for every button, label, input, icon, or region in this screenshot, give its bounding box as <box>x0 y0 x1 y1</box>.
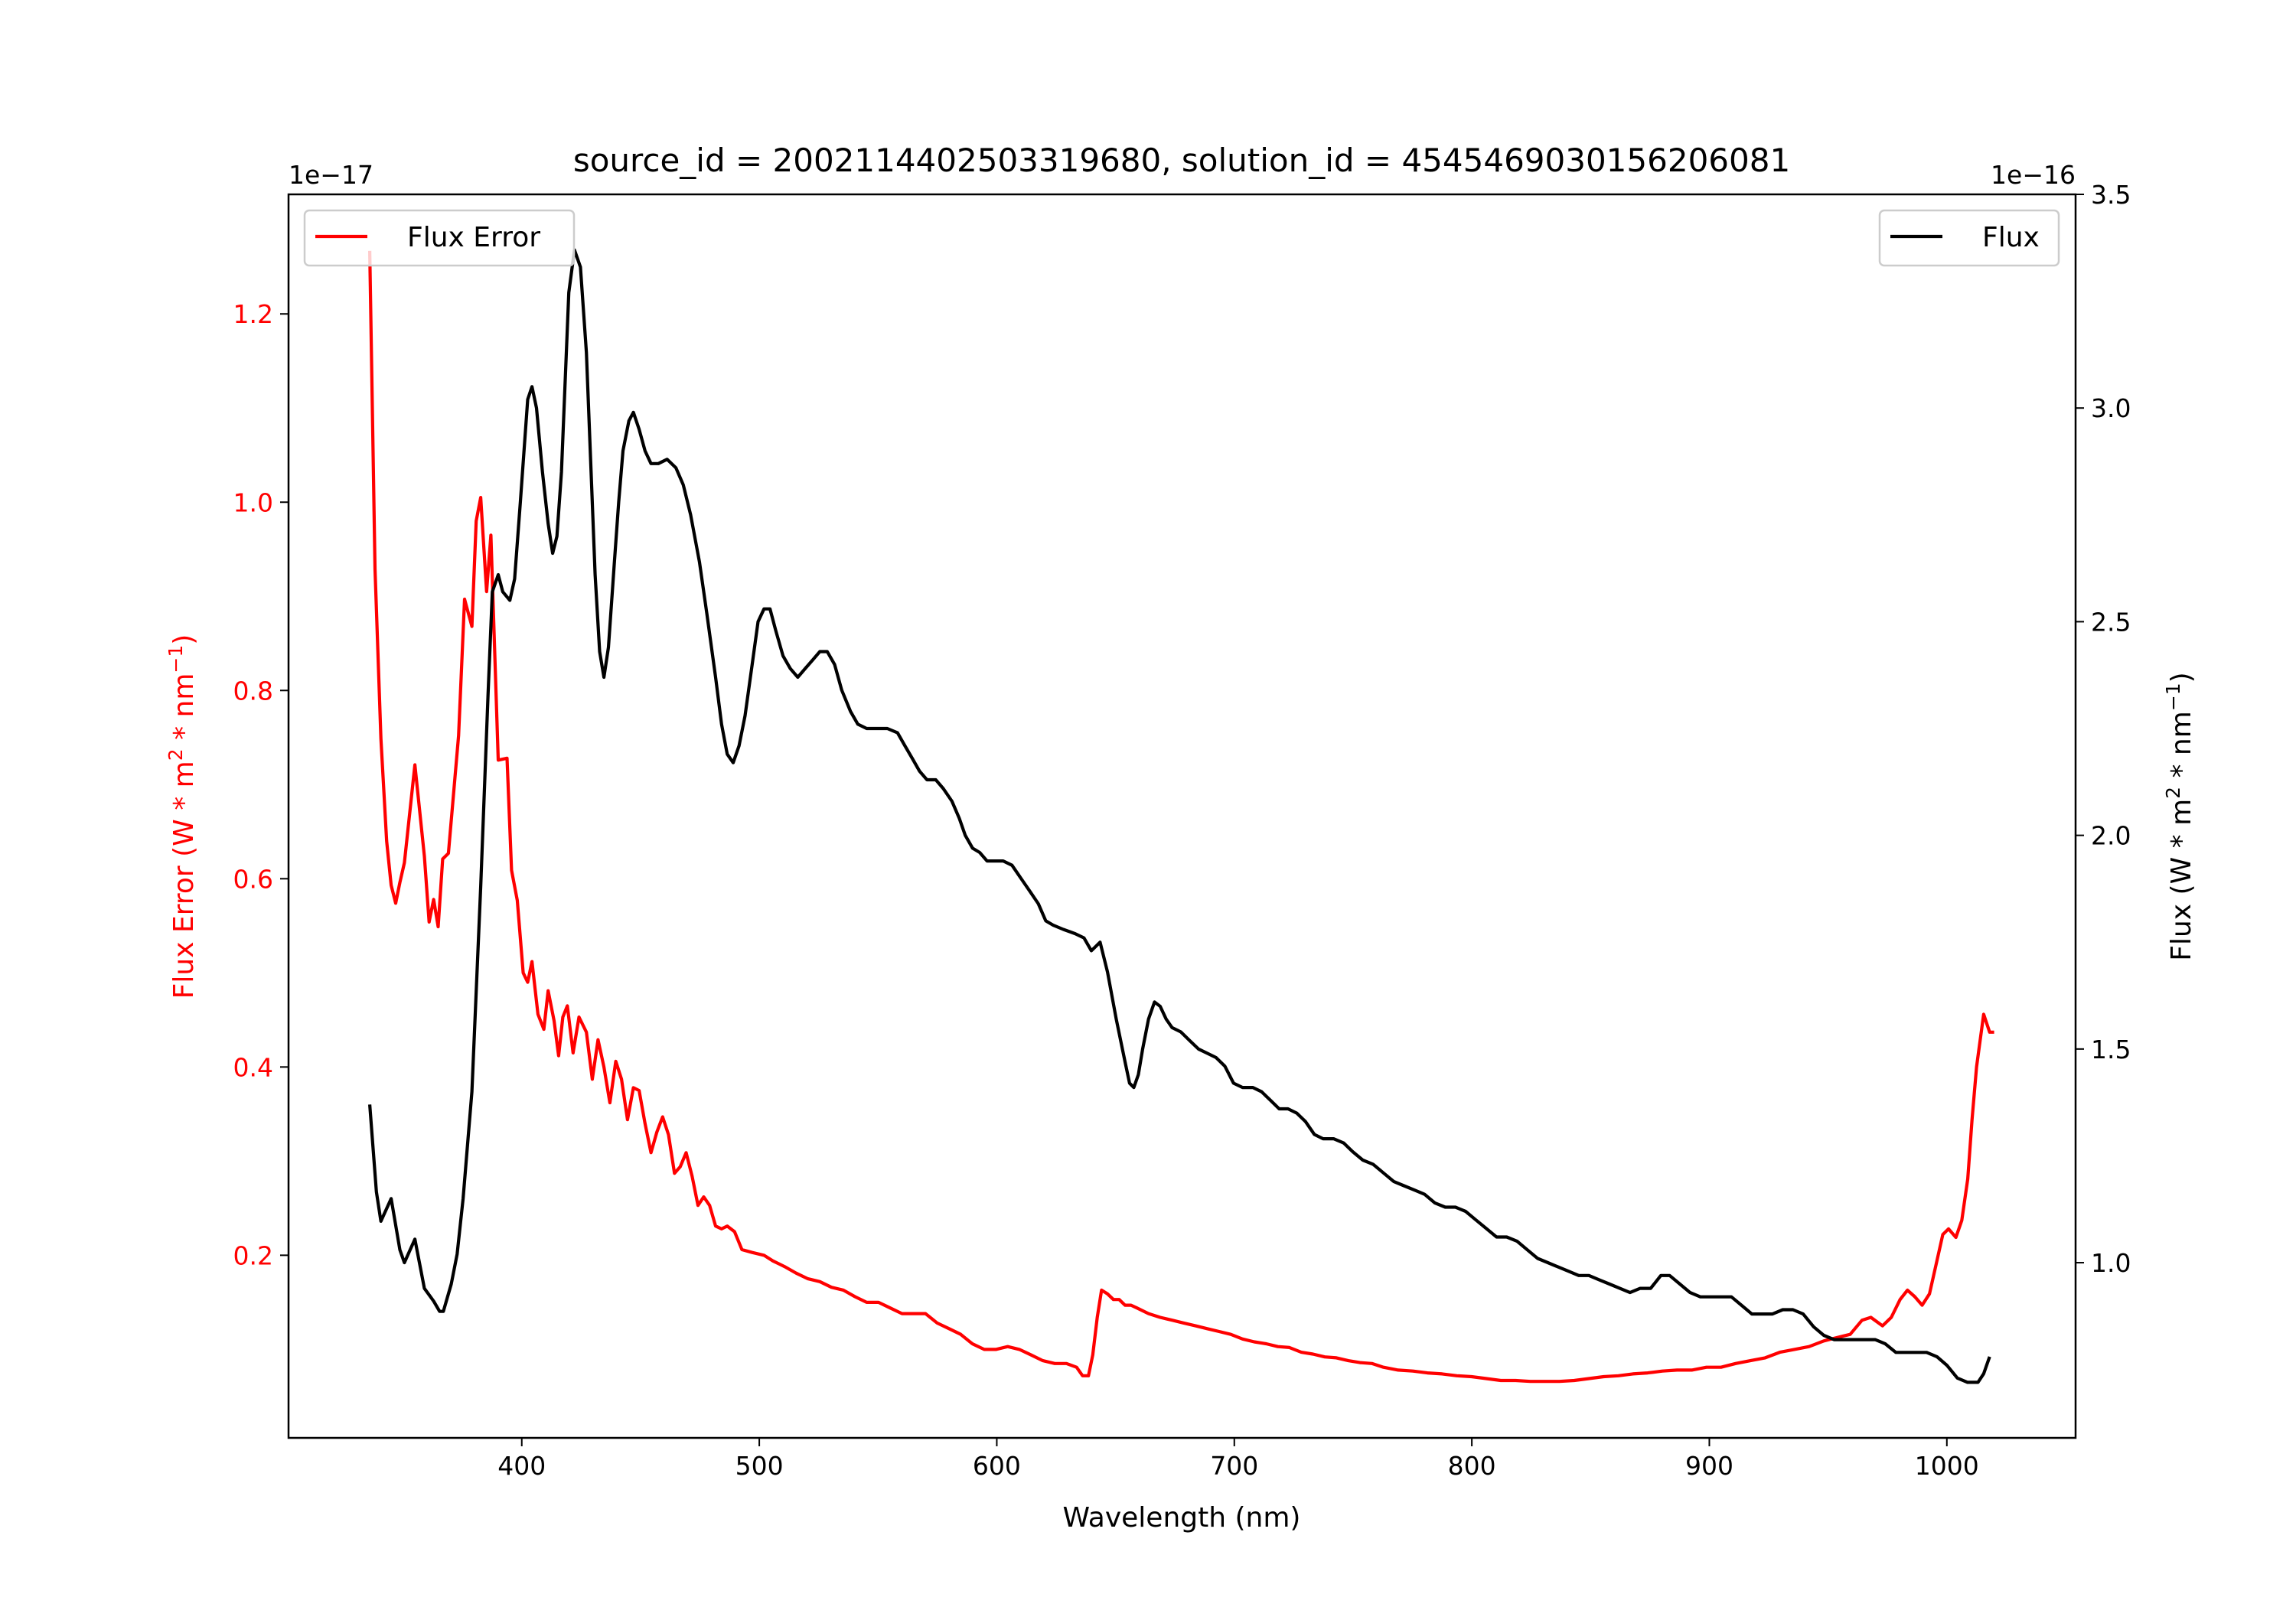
legend-flux-error: Flux Error <box>303 209 576 267</box>
x-tick-label: 400 <box>497 1451 546 1481</box>
right-y-tick-label: 2.0 <box>2091 821 2131 851</box>
legend-box <box>303 209 576 267</box>
right-y-axis-label: Flux (W * m2 * nm−1) <box>2162 672 2197 960</box>
left-label-sup2: −1 <box>165 645 187 673</box>
left-label-end: ) <box>168 634 200 645</box>
chart-title: source_id = 2002114402503319680, solutio… <box>573 142 1790 179</box>
right-y-tick-label: 3.0 <box>2091 393 2131 423</box>
left-y-tick-label: 0.6 <box>233 864 273 894</box>
series-line-flux-error <box>368 250 1994 1384</box>
x-tick-label: 800 <box>1448 1451 1496 1481</box>
right-y-tick-label: 2.5 <box>2091 607 2131 637</box>
x-tick-label: 500 <box>735 1451 784 1481</box>
plot-area: 400 500 600 700 800 900 1000 0.2 0.4 0.6 0.8 1.0 1.2… <box>233 180 2131 1481</box>
legend-label: Flux <box>1982 222 2040 253</box>
right-label-sup2: −1 <box>2162 683 2184 711</box>
left-y-tick-label: 0.4 <box>233 1052 273 1082</box>
right-label-sup1: 2 <box>2162 787 2184 799</box>
right-label-main: Flux (W * m <box>2166 799 2197 961</box>
series-line-flux <box>368 248 1991 1384</box>
left-y-axis-label: Flux Error (W * m2 * nm−1) <box>165 634 200 999</box>
left-y-tick-label: 0.2 <box>233 1240 273 1270</box>
left-offset-text: 1e−17 <box>289 160 373 190</box>
x-tick-label: 600 <box>973 1451 1021 1481</box>
x-tick-label: 900 <box>1685 1451 1733 1481</box>
left-label-sup1: 2 <box>165 748 187 761</box>
right-label-mid: * nm <box>2166 711 2197 787</box>
right-y-tick-label: 1.0 <box>2091 1248 2131 1278</box>
left-y-tick-label: 1.0 <box>233 487 273 517</box>
x-tick-label: 1000 <box>1915 1451 1979 1481</box>
left-label-mid: * nm <box>168 673 200 749</box>
x-axis-label: Wavelength (nm) <box>1063 1502 1301 1534</box>
right-offset-text: 1e−16 <box>1991 160 2076 190</box>
legend-label: Flux Error <box>407 222 540 253</box>
left-y-tick-label: 1.2 <box>233 299 273 329</box>
x-tick-label: 700 <box>1210 1451 1258 1481</box>
right-y-tick-label: 3.5 <box>2091 180 2131 210</box>
legend-flux: Flux <box>1878 209 2060 267</box>
right-label-end: ) <box>2166 672 2197 683</box>
axes-frame <box>287 193 2077 1439</box>
left-y-tick-label: 0.8 <box>233 676 273 706</box>
left-label-main: Flux Error (W * m <box>168 761 200 999</box>
right-y-tick-label: 1.5 <box>2091 1035 2131 1064</box>
legend-box <box>1878 209 2060 267</box>
